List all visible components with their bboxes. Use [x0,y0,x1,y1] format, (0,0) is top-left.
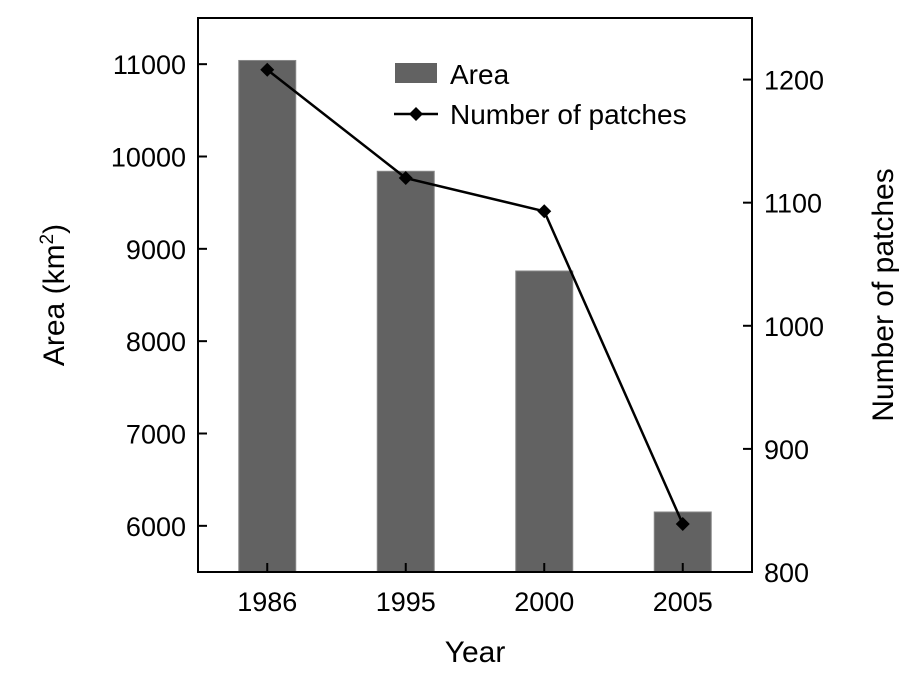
y2-axis-title: Number of patches [867,168,900,421]
y-axis-ticks: 6000 7000 8000 9000 10000 11000 [111,50,207,542]
legend-patches-marker [409,107,423,121]
legend: Area Number of patches [394,59,687,130]
y-tick-label: 10000 [111,143,186,173]
y-axis-title-base: Area (km [38,244,71,366]
patches-line-series [260,62,690,531]
legend-patches-label: Number of patches [450,99,687,130]
legend-area-swatch [395,63,437,83]
area-bar-1995 [376,170,435,573]
x-tick-label: 2000 [514,587,574,617]
y2-tick-label: 1000 [764,312,824,342]
patches-marker-1986 [260,62,275,77]
x-tick-label: 1986 [237,587,297,617]
y-tick-label: 9000 [126,235,186,265]
plot-frame [197,17,753,573]
y-tick-label: 7000 [126,420,186,450]
area-bar-1986 [238,59,297,573]
y-tick-label: 6000 [126,512,186,542]
patches-line [266,68,684,525]
y-axis-title-suffix: ) [38,224,71,234]
y-tick-label: 8000 [126,327,186,357]
y2-tick-label: 1200 [764,66,824,96]
area-bar-2000 [515,270,574,573]
y2-tick-label: 900 [764,435,809,465]
legend-area-label: Area [450,59,510,90]
x-axis-ticks: 1986 1995 2000 2005 [237,563,713,617]
patches-marker-2000 [537,204,552,219]
x-tick-label: 1995 [376,587,436,617]
y2-tick-label: 800 [764,558,809,588]
y2-axis-ticks: 800 900 1000 1100 1200 [743,66,824,588]
y-axis-title-superscript: 2 [37,234,58,245]
y-tick-label: 11000 [113,50,186,80]
y-axis-title: Area (km2) [37,224,71,366]
bars [238,59,712,573]
y2-tick-label: 1100 [764,189,822,219]
x-tick-label: 2005 [653,587,713,617]
x-axis-title: Year [445,636,506,669]
patches-marker-2005 [675,516,690,531]
patches-marker-1995 [398,171,413,186]
